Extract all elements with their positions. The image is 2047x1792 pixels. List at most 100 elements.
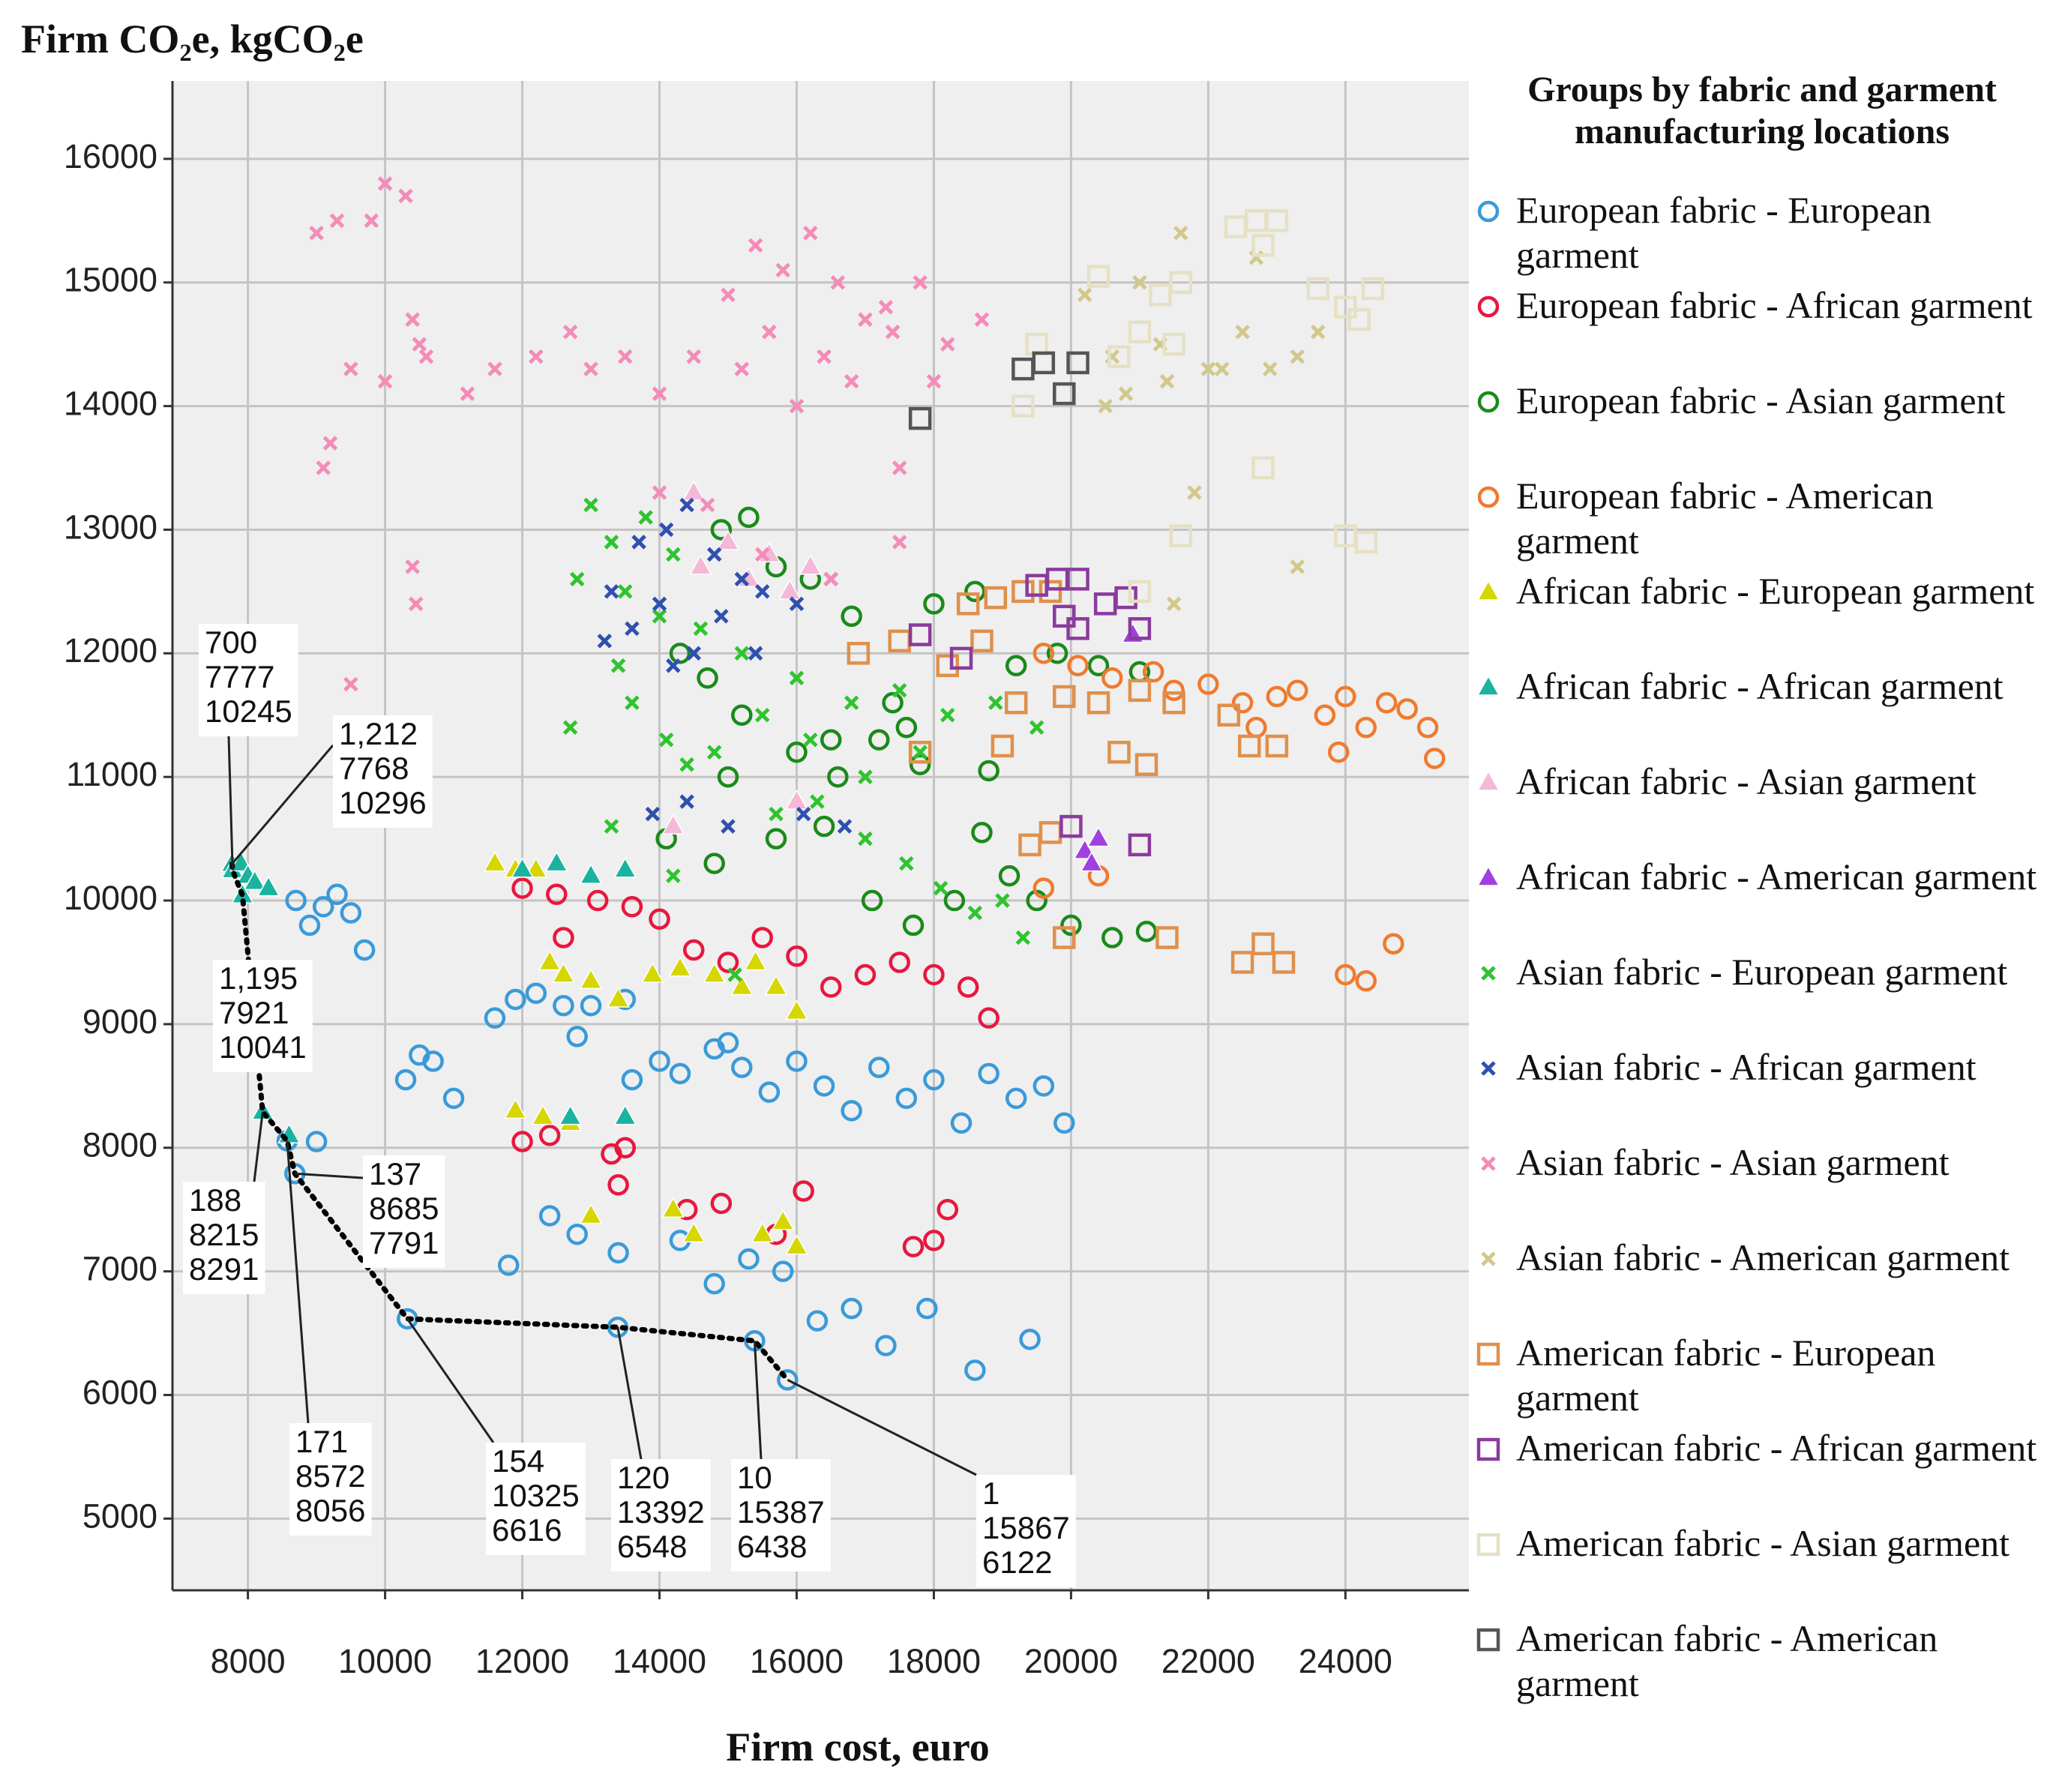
point — [1355, 716, 1377, 739]
point — [583, 497, 598, 513]
point — [1128, 580, 1152, 604]
point — [316, 460, 331, 475]
point-label: 7921 — [219, 995, 289, 1030]
point — [789, 596, 805, 612]
point — [546, 883, 568, 906]
point — [1015, 930, 1031, 945]
point — [700, 497, 715, 513]
legend-label: Asian fabric - African garment — [1516, 1046, 1977, 1088]
point — [748, 238, 763, 253]
point — [1060, 914, 1082, 936]
legend-marker — [1481, 1061, 1496, 1076]
point — [1416, 716, 1439, 739]
point — [322, 436, 338, 451]
point — [604, 584, 619, 599]
point — [717, 951, 739, 973]
label-box — [486, 1443, 586, 1555]
legend-markers — [1476, 200, 1500, 1652]
point — [1155, 926, 1179, 949]
point-label: 10245 — [205, 694, 292, 729]
legend-label: American fabric - European garment — [1516, 1332, 1936, 1419]
point-label: 10 — [737, 1460, 772, 1495]
point — [1166, 596, 1182, 612]
point — [957, 976, 979, 998]
chart-title: Firm CO₂e, kgCO₂e — [21, 16, 364, 61]
point — [405, 312, 420, 327]
point — [1162, 332, 1185, 356]
point — [909, 754, 931, 775]
point — [706, 745, 722, 760]
point — [764, 974, 788, 996]
point — [754, 584, 770, 599]
leader-line — [753, 1341, 763, 1460]
point — [882, 692, 904, 714]
point — [1290, 559, 1305, 574]
point — [978, 760, 1000, 782]
point — [868, 1056, 890, 1078]
point — [899, 856, 914, 871]
point — [895, 1087, 918, 1110]
point — [1086, 691, 1110, 715]
point — [902, 914, 925, 936]
point — [861, 889, 883, 912]
legend-marker — [1477, 295, 1500, 318]
point — [716, 529, 740, 550]
point — [799, 554, 823, 575]
point — [422, 1050, 444, 1072]
point — [1272, 951, 1296, 974]
point — [717, 1032, 739, 1053]
label-box — [183, 1182, 265, 1294]
label-box — [731, 1459, 831, 1572]
point — [841, 1297, 862, 1320]
point — [889, 951, 910, 973]
point — [1142, 661, 1164, 683]
point — [813, 815, 835, 838]
point — [487, 361, 502, 376]
point — [796, 806, 811, 822]
point — [950, 1112, 973, 1134]
point — [844, 373, 859, 389]
point — [706, 547, 722, 562]
point-label: 137 — [369, 1156, 421, 1191]
legend-label: European fabric - European garment — [1516, 189, 1932, 276]
point — [607, 1173, 629, 1196]
point — [1098, 398, 1113, 414]
y-tick-label: 7000 — [82, 1250, 157, 1288]
point — [666, 868, 681, 883]
point — [837, 819, 853, 834]
legend-label: American fabric - American garment — [1516, 1617, 1938, 1704]
point — [1107, 740, 1131, 764]
point — [841, 1100, 862, 1122]
legend-label: Asian fabric - Asian garment — [1516, 1141, 1950, 1183]
point — [1266, 685, 1288, 708]
point — [505, 988, 526, 1011]
point — [405, 559, 420, 574]
point — [1163, 679, 1185, 702]
point-label: 120 — [617, 1460, 670, 1495]
point — [971, 822, 993, 844]
point — [786, 741, 808, 763]
point — [830, 274, 846, 290]
point — [1173, 226, 1188, 241]
point — [652, 485, 667, 500]
x-tick-label: 20000 — [1024, 1642, 1118, 1680]
point — [1134, 753, 1158, 776]
label-box — [976, 1475, 1076, 1587]
point — [1053, 685, 1076, 709]
point — [686, 349, 702, 364]
point — [765, 828, 787, 850]
point-label: 8215 — [189, 1217, 259, 1252]
point — [730, 974, 754, 996]
point — [538, 949, 562, 971]
point — [858, 831, 873, 847]
point — [621, 896, 643, 918]
point — [412, 337, 427, 352]
point — [607, 1242, 629, 1264]
point — [878, 299, 894, 315]
point — [686, 646, 702, 661]
point — [806, 1310, 829, 1332]
point — [923, 963, 945, 986]
point — [618, 349, 633, 364]
